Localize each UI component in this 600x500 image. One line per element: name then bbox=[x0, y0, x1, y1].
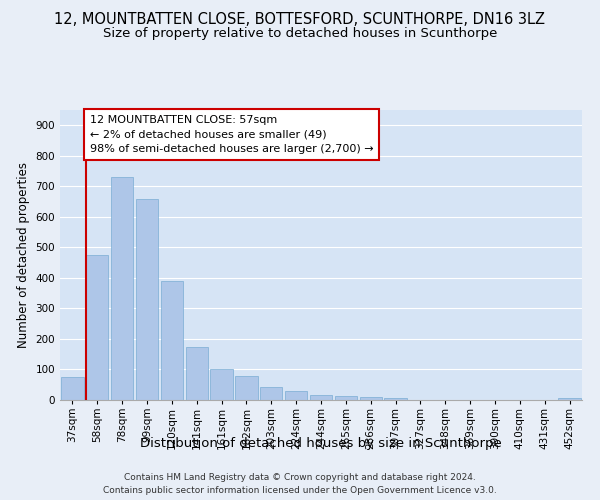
Bar bbox=[61, 377, 83, 400]
Bar bbox=[211, 370, 233, 400]
Bar bbox=[385, 398, 407, 400]
Bar bbox=[86, 255, 109, 400]
Bar bbox=[260, 387, 283, 400]
Text: 12, MOUNTBATTEN CLOSE, BOTTESFORD, SCUNTHORPE, DN16 3LZ: 12, MOUNTBATTEN CLOSE, BOTTESFORD, SCUNT… bbox=[55, 12, 545, 28]
Text: Contains HM Land Registry data © Crown copyright and database right 2024.: Contains HM Land Registry data © Crown c… bbox=[124, 472, 476, 482]
Bar bbox=[285, 391, 307, 400]
Bar bbox=[136, 198, 158, 400]
Text: Contains public sector information licensed under the Open Government Licence v3: Contains public sector information licen… bbox=[103, 486, 497, 495]
Bar bbox=[235, 376, 257, 400]
Text: 12 MOUNTBATTEN CLOSE: 57sqm
← 2% of detached houses are smaller (49)
98% of semi: 12 MOUNTBATTEN CLOSE: 57sqm ← 2% of deta… bbox=[90, 114, 373, 154]
Bar bbox=[161, 281, 183, 400]
Bar bbox=[559, 398, 581, 400]
Bar bbox=[310, 396, 332, 400]
Bar bbox=[335, 396, 357, 400]
Text: Distribution of detached houses by size in Scunthorpe: Distribution of detached houses by size … bbox=[140, 438, 502, 450]
Text: Size of property relative to detached houses in Scunthorpe: Size of property relative to detached ho… bbox=[103, 28, 497, 40]
Y-axis label: Number of detached properties: Number of detached properties bbox=[17, 162, 30, 348]
Bar bbox=[359, 396, 382, 400]
Bar bbox=[185, 348, 208, 400]
Bar bbox=[111, 177, 133, 400]
